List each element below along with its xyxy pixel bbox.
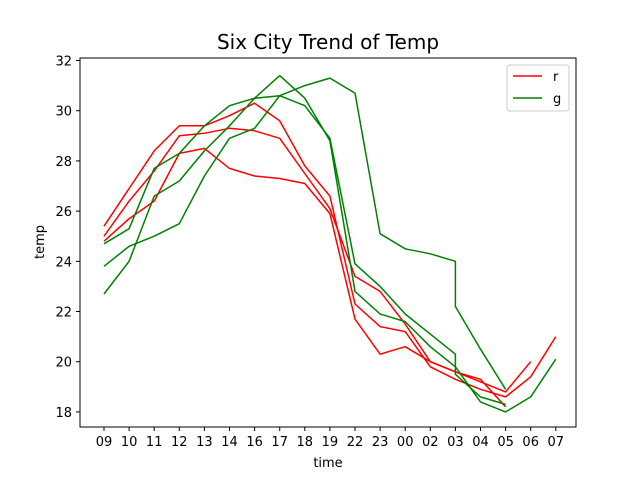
series-layer bbox=[103, 74, 557, 413]
x-tick-label: 22 bbox=[347, 435, 364, 450]
y-tick-label: 24 bbox=[55, 255, 72, 270]
x-tick-label: 23 bbox=[372, 435, 389, 450]
series-line-6 bbox=[103, 74, 557, 413]
x-tick-label: 04 bbox=[472, 435, 489, 450]
x-tick-label: 10 bbox=[121, 435, 138, 450]
x-tick-label: 00 bbox=[397, 435, 414, 450]
y-tick-label: 28 bbox=[55, 155, 72, 170]
x-tick-label: 19 bbox=[322, 435, 339, 450]
y-tick-label: 26 bbox=[55, 205, 72, 220]
x-tick-label: 13 bbox=[196, 435, 213, 450]
x-tick-label: 09 bbox=[96, 435, 113, 450]
series-line-2 bbox=[103, 127, 532, 393]
x-tick-label: 18 bbox=[297, 435, 314, 450]
x-tick-label: 12 bbox=[171, 435, 188, 450]
x-tick-label: 03 bbox=[447, 435, 464, 450]
x-tick-label: 06 bbox=[522, 435, 539, 450]
legend-label-g: g bbox=[553, 92, 561, 107]
series-line-1 bbox=[103, 102, 557, 398]
series-line-3 bbox=[103, 147, 507, 408]
x-tick-label: 16 bbox=[246, 435, 263, 450]
y-axis-label: temp bbox=[33, 225, 48, 259]
x-tick-label: 07 bbox=[548, 435, 565, 450]
y-tick-label: 32 bbox=[55, 55, 72, 70]
y-tick-label: 18 bbox=[55, 406, 72, 421]
y-tick-label: 30 bbox=[55, 105, 72, 120]
legend-label-r: r bbox=[553, 70, 559, 85]
y-axis: 18 20 22 24 26 28 30 32 bbox=[55, 55, 80, 421]
x-tick-label: 17 bbox=[271, 435, 288, 450]
y-tick-label: 22 bbox=[55, 306, 72, 321]
x-axis: 09 10 11 12 13 14 16 17 18 19 22 23 00 02 03 04 05 06 07 bbox=[96, 427, 564, 450]
y-tick-label: 20 bbox=[55, 356, 72, 371]
x-tick-label: 11 bbox=[146, 435, 163, 450]
series-line-5 bbox=[103, 77, 507, 390]
x-tick-label: 02 bbox=[422, 435, 439, 450]
chart-title: Six City Trend of Temp bbox=[217, 30, 439, 54]
x-tick-label: 05 bbox=[497, 435, 514, 450]
plot-frame bbox=[79, 57, 577, 428]
legend: r g bbox=[506, 64, 570, 112]
x-axis-label: time bbox=[313, 456, 342, 471]
x-tick-label: 14 bbox=[221, 435, 238, 450]
series-line-4 bbox=[103, 94, 506, 406]
